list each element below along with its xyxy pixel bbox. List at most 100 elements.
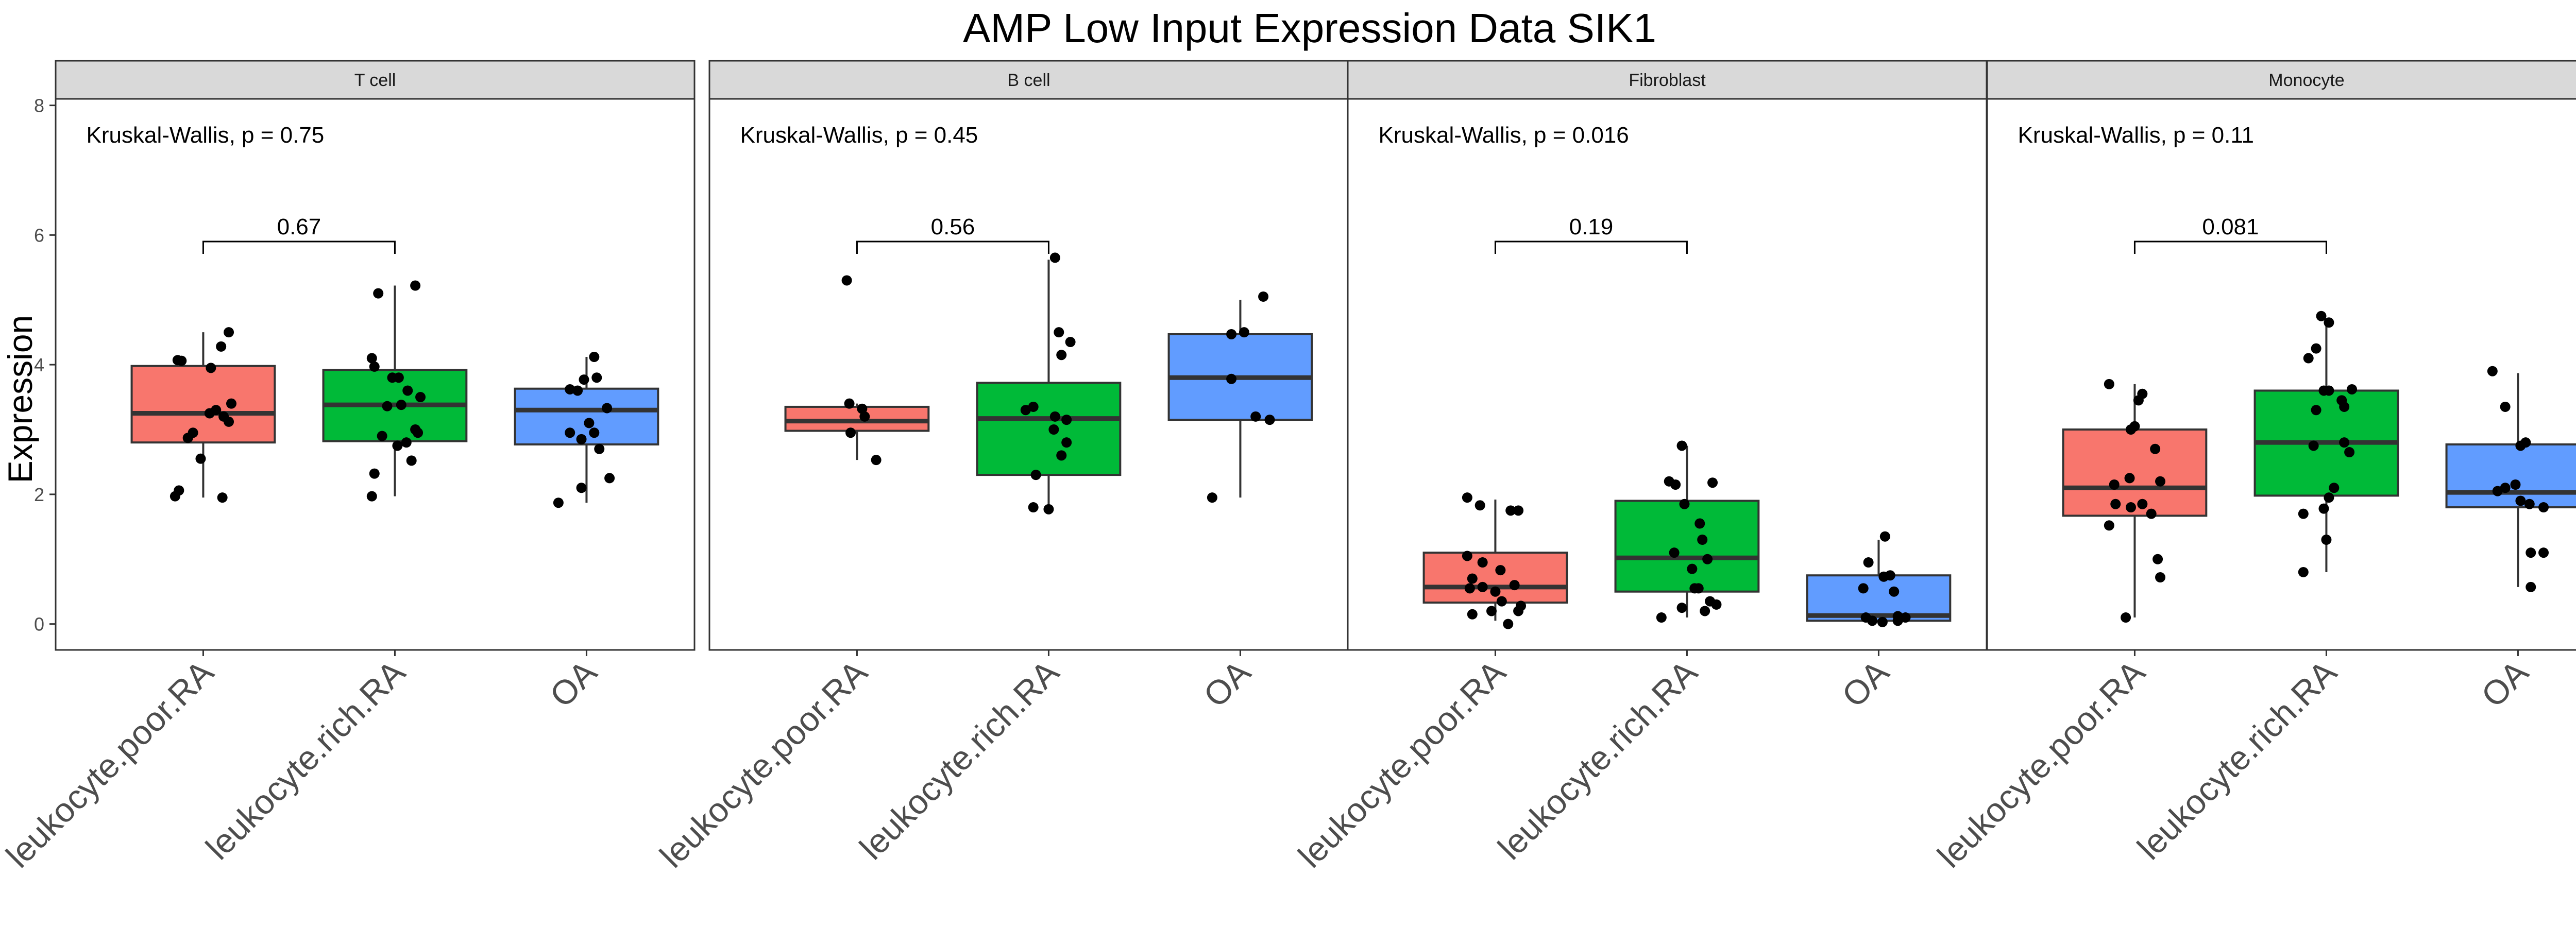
box [1806, 574, 1952, 622]
boxplot-leukocyte-poor-RA [1422, 492, 1568, 629]
boxplot-OA [2445, 366, 2576, 592]
data-point [2311, 405, 2321, 416]
data-point [2526, 581, 2536, 592]
data-point [1258, 291, 1269, 302]
y-tick-label: 0 [34, 614, 44, 635]
boxplot-OA [514, 352, 659, 508]
data-point [2155, 476, 2166, 487]
data-point [1669, 547, 1680, 558]
data-point [2526, 547, 2536, 558]
data-point [1509, 580, 1520, 591]
data-point [402, 385, 413, 396]
data-point [1226, 329, 1237, 339]
data-point [406, 455, 417, 466]
data-point [366, 353, 377, 364]
data-point [576, 483, 587, 493]
data-point [211, 405, 222, 416]
data-point [188, 427, 198, 438]
data-point [226, 398, 236, 409]
y-tick-label: 4 [34, 354, 44, 375]
data-point [2124, 473, 2135, 484]
data-point [1679, 499, 1690, 509]
kruskal-wallis-label: Kruskal-Wallis, p = 0.45 [740, 123, 978, 148]
data-point [576, 434, 587, 444]
data-point [396, 400, 406, 410]
data-point [1239, 327, 1249, 338]
data-point [1495, 565, 1506, 576]
data-point [1863, 557, 1874, 568]
boxplot-OA [1806, 531, 1952, 627]
data-point [2324, 492, 2334, 503]
data-point [413, 427, 423, 438]
box [514, 387, 659, 445]
data-point [1670, 479, 1681, 490]
data-point [2538, 502, 2549, 513]
data-point [393, 372, 404, 383]
data-point [2347, 384, 2358, 394]
data-point [1250, 411, 1261, 422]
facet-strip-label: T cell [354, 71, 396, 90]
data-point [1879, 531, 1890, 542]
data-point [206, 363, 216, 373]
data-point [1877, 616, 1888, 627]
facet-strip-label: Fibroblast [1629, 71, 1706, 90]
boxplot-leukocyte-poor-RA [130, 327, 276, 503]
data-point [553, 497, 564, 508]
box [2062, 428, 2208, 517]
boxplot-leukocyte-rich-RA [1614, 440, 1760, 623]
data-point [217, 492, 228, 503]
facet-strip-label: Monocyte [2268, 71, 2344, 90]
data-point [377, 431, 387, 441]
chart-title: AMP Low Input Expression Data SIK1 [963, 5, 1656, 51]
data-point [2109, 479, 2120, 490]
data-point [2155, 572, 2166, 583]
facet-strip [55, 60, 696, 100]
data-point [410, 280, 421, 291]
data-point [2318, 503, 2329, 514]
facet-strip-label: B cell [1007, 71, 1050, 90]
data-point [1477, 581, 1488, 592]
data-point [1048, 424, 1059, 435]
data-point [2339, 401, 2350, 412]
data-point [2308, 440, 2319, 451]
data-point [1061, 415, 1072, 425]
data-point [2110, 499, 2121, 509]
data-point [2344, 447, 2355, 458]
data-point [1049, 252, 1060, 263]
pairwise-p-label: 0.081 [2202, 214, 2259, 239]
data-point [1711, 599, 1722, 610]
y-tick-label: 2 [34, 484, 44, 505]
pairwise-p-label: 0.56 [931, 214, 975, 239]
data-point [1694, 518, 1705, 529]
data-point [1700, 606, 1710, 616]
data-point [392, 440, 403, 451]
data-point [2515, 495, 2526, 506]
data-point [1656, 612, 1667, 623]
data-point [2339, 437, 2350, 448]
data-point [1516, 600, 1527, 611]
data-point [369, 361, 380, 372]
boxplot-leukocyte-rich-RA [976, 252, 1122, 514]
data-point [1892, 615, 1903, 626]
boxplot-leukocyte-poor-RA [2062, 379, 2208, 623]
data-point [1030, 470, 1041, 480]
data-point [1056, 450, 1067, 461]
pairwise-p-label: 0.19 [1569, 214, 1614, 239]
data-point [2487, 366, 2498, 376]
data-point [2492, 486, 2503, 496]
data-point [176, 355, 187, 366]
box [130, 365, 276, 444]
data-point [1676, 603, 1687, 613]
data-point [1462, 492, 1472, 503]
data-point [2318, 385, 2329, 396]
kruskal-wallis-label: Kruskal-Wallis, p = 0.11 [2018, 123, 2255, 148]
data-point [2311, 343, 2321, 354]
data-point [1707, 477, 1718, 488]
data-point [1889, 586, 1900, 597]
pairwise-bracket [2133, 241, 2327, 254]
data-point [216, 341, 227, 352]
data-point [1475, 500, 1485, 511]
data-point [2510, 479, 2521, 490]
data-point [2303, 353, 2314, 364]
